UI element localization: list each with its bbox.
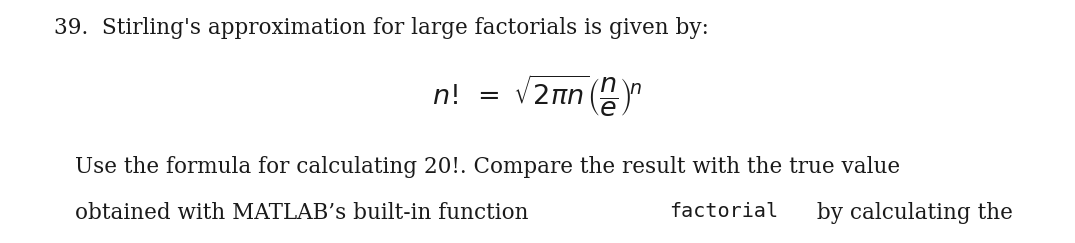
Text: obtained with MATLAB’s built-in function: obtained with MATLAB’s built-in function [75, 202, 535, 224]
Text: $n! \;=\; \sqrt{2\pi n}\left(\dfrac{n}{e}\right)^{\!n}$: $n! \;=\; \sqrt{2\pi n}\left(\dfrac{n}{e… [432, 73, 643, 119]
Text: factorial: factorial [670, 202, 778, 221]
Text: 39.  Stirling's approximation for large factorials is given by:: 39. Stirling's approximation for large f… [54, 17, 708, 39]
Text: Use the formula for calculating 20!. Compare the result with the true value: Use the formula for calculating 20!. Com… [75, 156, 901, 178]
Text: by calculating the: by calculating the [811, 202, 1013, 224]
